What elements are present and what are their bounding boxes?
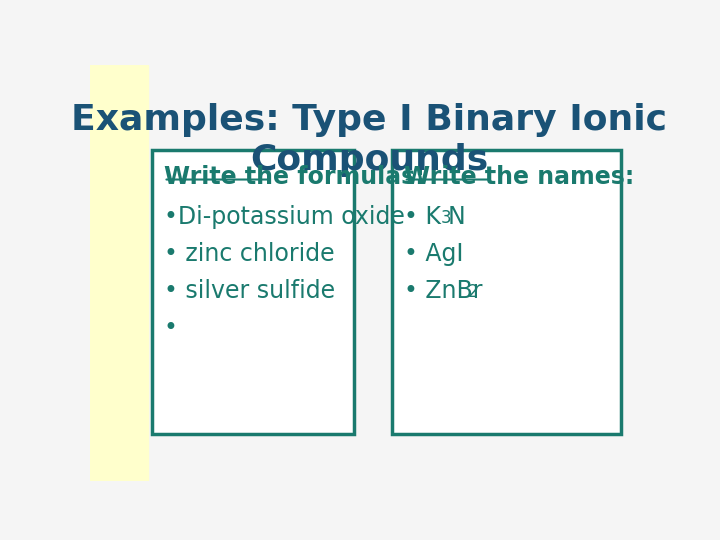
Text: Write the formulas:: Write the formulas: [163,165,424,189]
Text: • zinc chloride: • zinc chloride [163,242,334,266]
Text: •Di-potassium oxide: •Di-potassium oxide [163,205,405,229]
Text: 2: 2 [467,283,478,301]
Text: N: N [448,205,466,229]
FancyBboxPatch shape [152,150,354,434]
Bar [90,65,148,481]
Text: • ZnBr: • ZnBr [404,279,482,303]
Text: • silver sulfide: • silver sulfide [163,279,335,303]
Text: Write the names:: Write the names: [404,165,634,189]
Text: • AgI: • AgI [404,242,464,266]
Text: •: • [163,316,178,340]
Text: Examples: Type I Binary Ionic
Compounds: Examples: Type I Binary Ionic Compounds [71,103,667,177]
Text: • K: • K [404,205,441,229]
Text: 3: 3 [441,209,451,227]
FancyBboxPatch shape [392,150,621,434]
